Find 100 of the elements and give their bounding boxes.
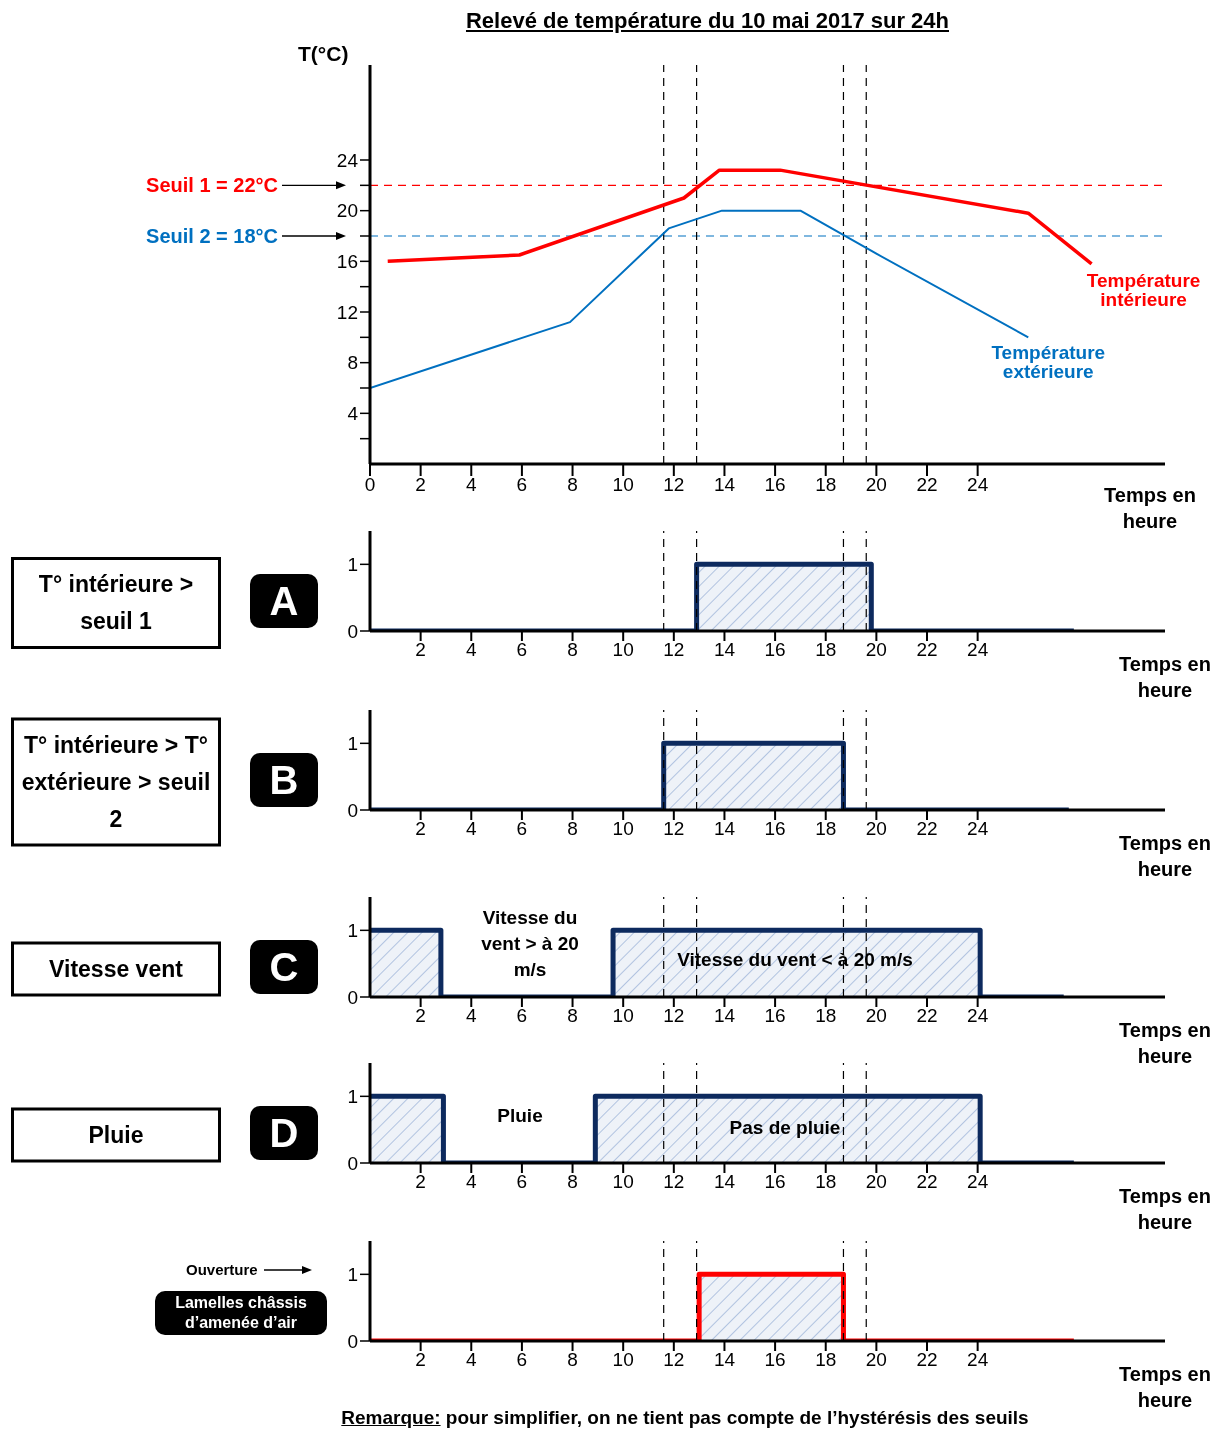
x-tick-label: 8 [567, 1171, 578, 1193]
y-tick-label: 1 [347, 920, 358, 942]
y-tick-label: 0 [347, 1330, 358, 1352]
x-tick-label: 6 [516, 639, 528, 661]
x-tick-label: 12 [663, 818, 685, 840]
x-tick-label: 10 [612, 1171, 634, 1193]
y-axis-title: Ouverture [186, 1261, 258, 1278]
x-tick-label: 16 [764, 639, 786, 661]
x-tick-label: 2 [415, 474, 426, 496]
x-tick-label: 4 [465, 474, 477, 496]
x-tick-label: 16 [764, 818, 786, 840]
ref-line-label: Seuil 2 = 18°C [146, 225, 278, 247]
text: D [250, 1106, 318, 1160]
x-tick-label: 4 [465, 1171, 477, 1193]
x-tick-label: 22 [916, 639, 938, 661]
series-label: Température extérieure [991, 341, 1106, 382]
x-axis-title: Temps en heure [1103, 483, 1197, 534]
x-tick-label: 2 [415, 1005, 426, 1027]
x-tick-label: 14 [713, 1005, 736, 1027]
x-tick-label: 8 [567, 818, 578, 840]
x-tick-label: 16 [764, 1005, 786, 1027]
x-tick-label: 22 [916, 818, 938, 840]
x-tick-label: 12 [663, 474, 685, 496]
x-tick-label: 10 [612, 818, 634, 840]
x-tick-label: 2 [415, 639, 426, 661]
y-tick-label: 1 [347, 1264, 358, 1286]
x-tick-label: 18 [815, 1005, 837, 1027]
x-tick-label: 4 [465, 639, 477, 661]
x-tick-label: 22 [916, 1005, 938, 1027]
x-tick-label: 14 [713, 474, 736, 496]
x-tick-label: 8 [567, 639, 578, 661]
x-tick-label: 18 [815, 474, 837, 496]
x-tick-label: 14 [713, 639, 736, 661]
x-tick-label: 16 [764, 1349, 786, 1371]
y-tick-label: 1 [347, 554, 358, 576]
x-tick-label: 20 [865, 1171, 887, 1193]
annotation: Vitesse du vent < à 20 m/s [676, 948, 914, 972]
x-tick-label: 20 [865, 474, 887, 496]
y-tick-label: 1 [347, 733, 358, 755]
x-tick-label: 14 [713, 1171, 736, 1193]
x-tick-label: 18 [815, 639, 837, 661]
y-tick-label: 8 [347, 352, 358, 374]
x-tick-label: 22 [916, 474, 938, 496]
x-tick-label: 2 [415, 818, 426, 840]
x-tick-label: 12 [663, 1171, 685, 1193]
x-tick-label: 14 [713, 1349, 736, 1371]
y-tick-label: 0 [347, 986, 358, 1008]
annotation: Pas de pluie [728, 1116, 842, 1140]
x-tick-label: 6 [516, 474, 528, 496]
x-tick-label: 6 [516, 1349, 528, 1371]
x-tick-label: 24 [967, 474, 989, 496]
y-axis-title: Vitesse vent [11, 941, 221, 997]
x-tick-label: 18 [815, 818, 837, 840]
x-tick-label: 2 [415, 1349, 426, 1371]
y-tick-label: 16 [336, 251, 358, 273]
x-tick-label: 10 [612, 639, 634, 661]
x-tick-label: 8 [567, 1349, 578, 1371]
x-tick-label: 22 [916, 1171, 938, 1193]
y-axis-title: T° intérieure > seuil 1 [11, 557, 221, 649]
x-tick-label: 4 [465, 1349, 477, 1371]
x-tick-label: 24 [967, 1005, 989, 1027]
x-tick-label: 12 [663, 1349, 685, 1371]
x-axis-title: Temps en heure [1118, 1018, 1212, 1069]
y-axis-title: T° intérieure > T° extérieure > seuil 2 [11, 717, 221, 847]
x-tick-label: 22 [916, 1349, 938, 1371]
x-axis-title: Temps en heure [1118, 1184, 1212, 1235]
y-axis-title: T(°C) [298, 42, 349, 66]
x-tick-label: 10 [612, 1005, 634, 1027]
x-tick-label: 20 [865, 1349, 887, 1371]
x-tick-label: 4 [465, 1005, 477, 1027]
x-tick-label: 20 [865, 818, 887, 840]
x-tick-label: 4 [465, 818, 477, 840]
text: Remarque: pour simplifier, on ne tient pas compte de l’hystérésis des seuils [341, 1407, 1029, 1428]
x-tick-label: 16 [764, 1171, 786, 1193]
text: Lamelles châssis d’amenée d’air [155, 1291, 327, 1335]
x-tick-label: 6 [516, 1171, 528, 1193]
chart-title: Relevé de température du 10 mai 2017 sur 24h [465, 8, 950, 34]
text: A [250, 574, 318, 628]
x-tick-label: 10 [612, 1349, 634, 1371]
annotation: Vitesse du vent > à 20 m/s [480, 906, 580, 982]
x-tick-label: 6 [516, 1005, 528, 1027]
y-tick-label: 0 [347, 620, 358, 642]
y-tick-label: 0 [347, 799, 358, 821]
x-tick-label: 0 [364, 474, 376, 496]
x-tick-label: 18 [815, 1349, 837, 1371]
text: C [250, 940, 318, 994]
series-label: Température intérieure [1086, 270, 1201, 311]
y-tick-label: 1 [347, 1086, 358, 1108]
x-axis-title: Temps en heure [1118, 652, 1212, 703]
x-tick-label: 24 [967, 818, 989, 840]
annotation: Pluie [496, 1104, 544, 1128]
y-axis-title: Pluie [11, 1107, 221, 1163]
y-tick-label: 12 [336, 301, 358, 323]
x-axis-title: Temps en heure [1118, 831, 1212, 882]
x-tick-label: 20 [865, 1005, 887, 1027]
x-tick-label: 18 [815, 1171, 837, 1193]
x-tick-label: 8 [567, 1005, 578, 1027]
y-tick-label: 20 [336, 200, 358, 222]
x-axis-title: Temps en heure [1118, 1362, 1212, 1413]
x-tick-label: 20 [865, 639, 887, 661]
